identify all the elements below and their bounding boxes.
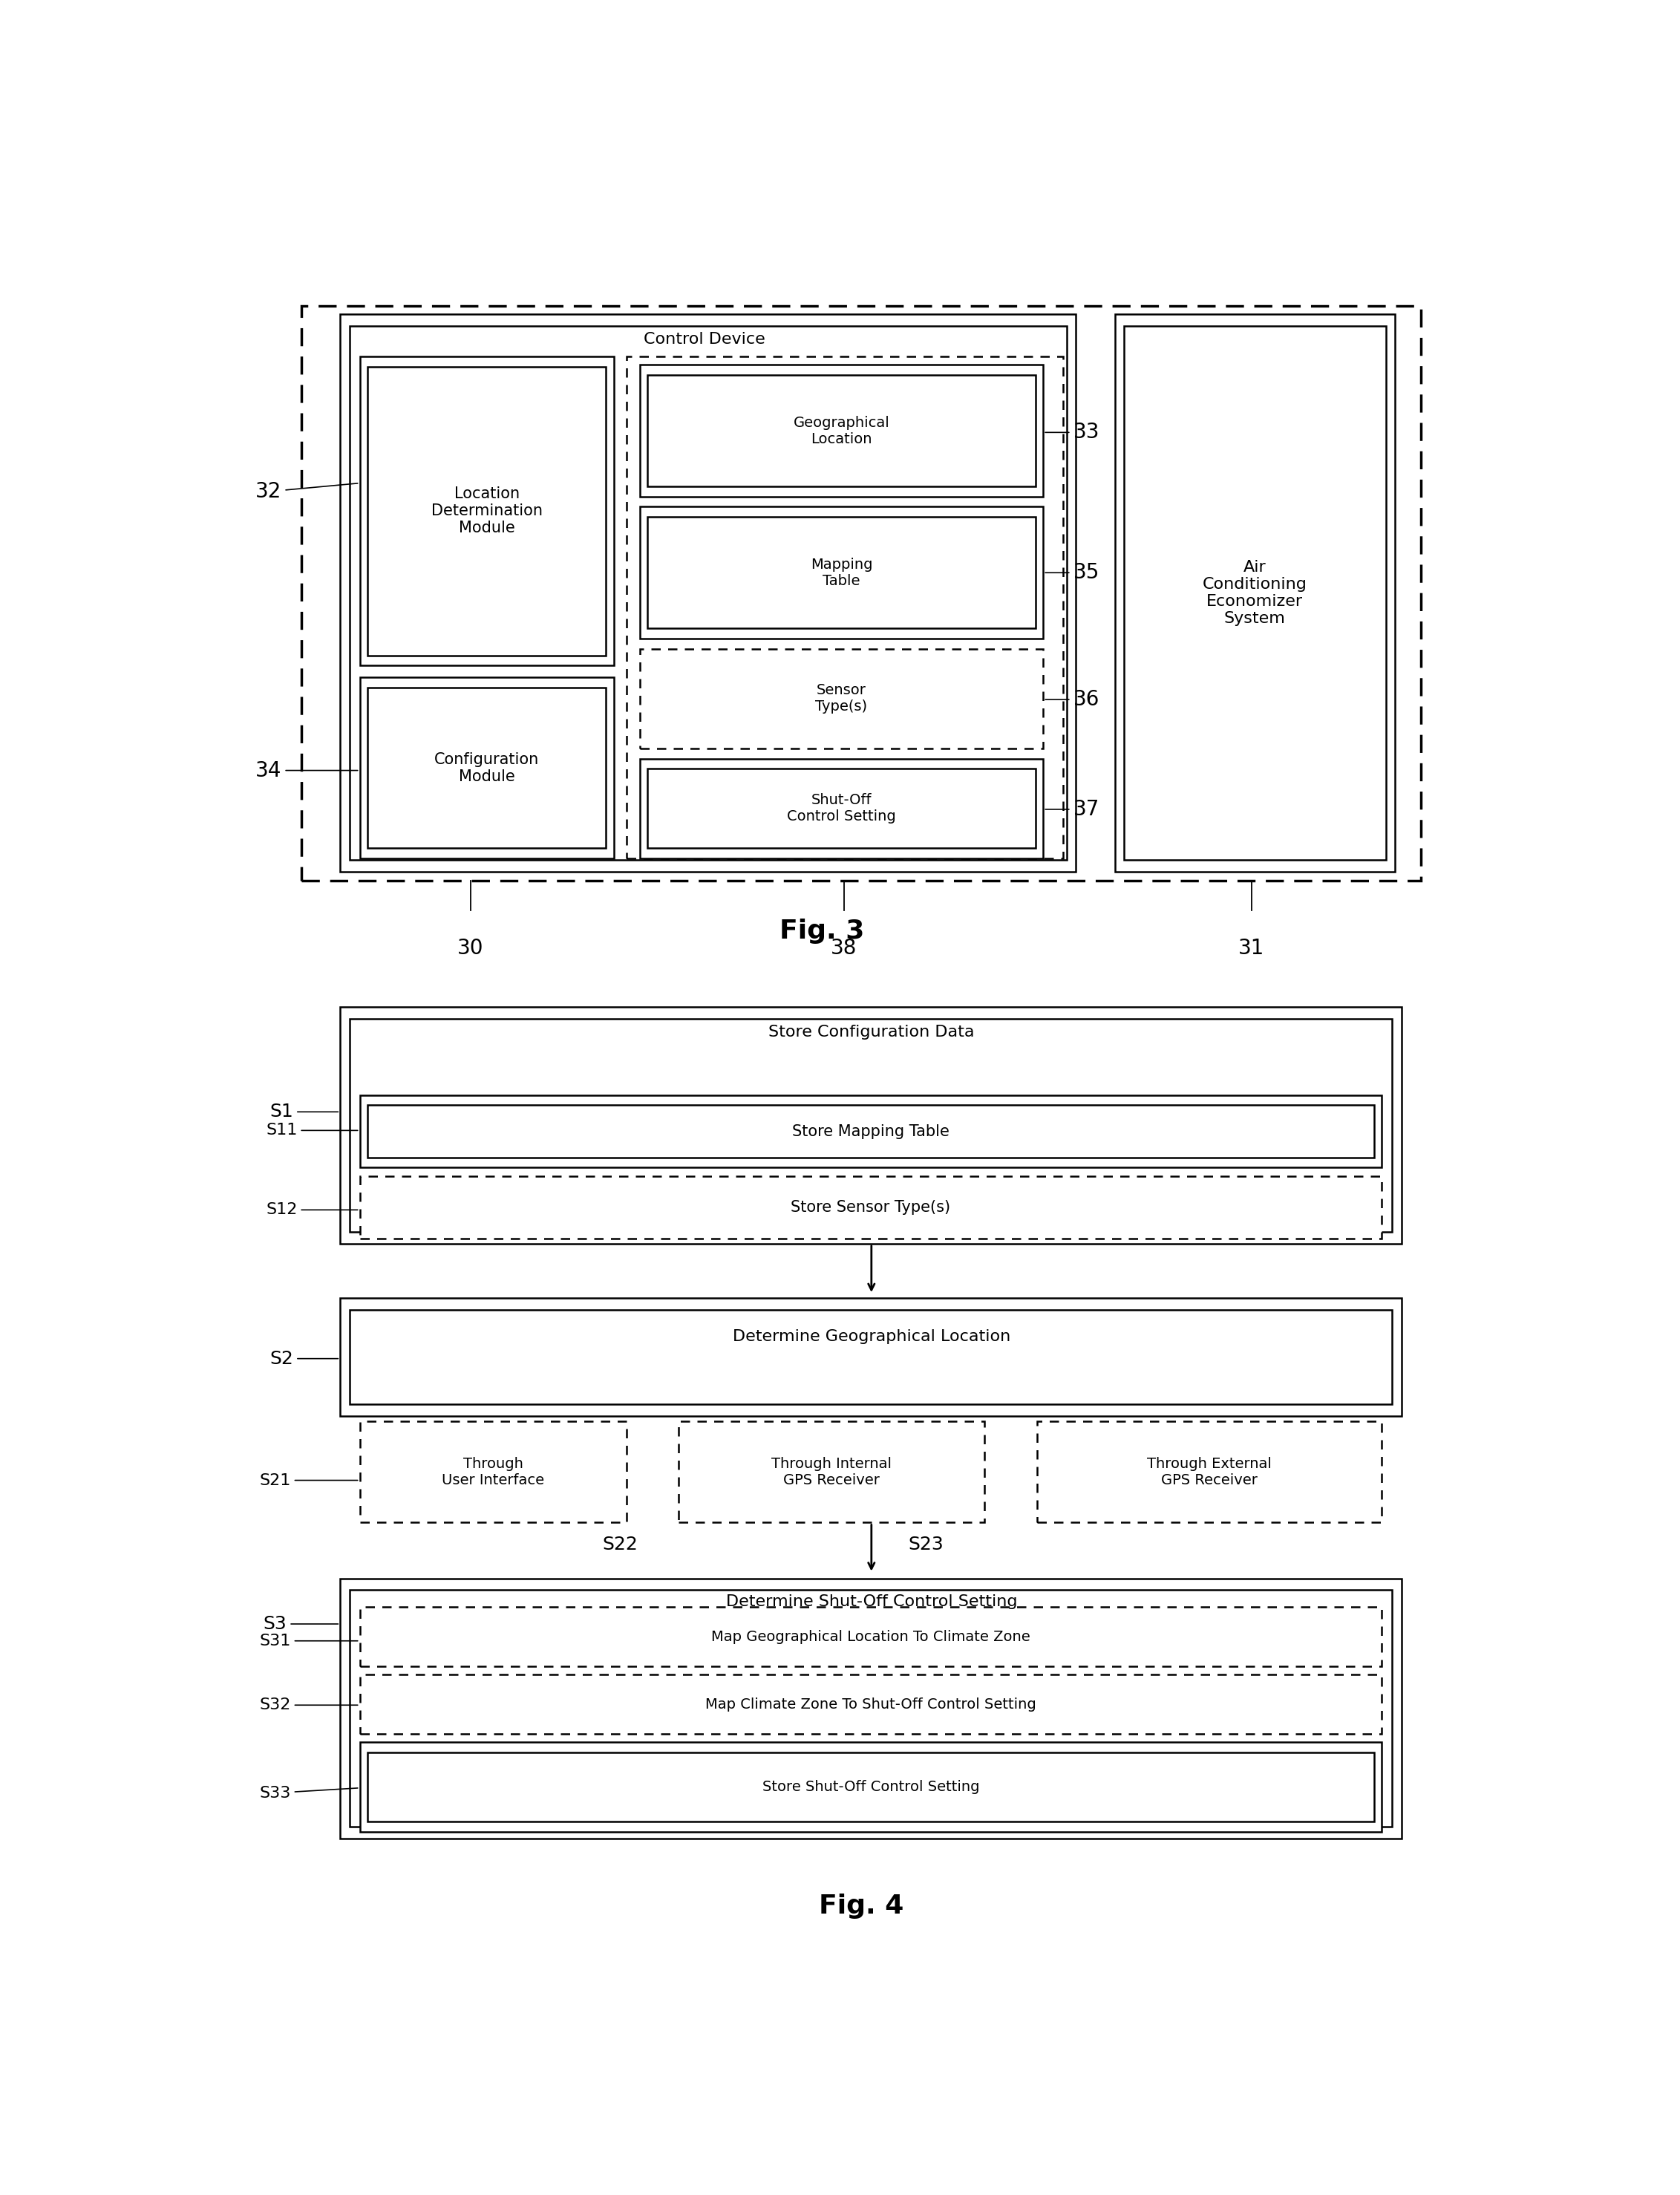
Text: S23: S23: [909, 1536, 944, 1554]
Bar: [349, 1018, 1393, 1231]
Bar: [341, 1297, 1401, 1416]
Bar: [368, 687, 606, 847]
Text: S3: S3: [264, 1616, 338, 1633]
Text: Shut-Off
Control Setting: Shut-Off Control Setting: [786, 792, 895, 823]
Bar: [360, 678, 613, 858]
Text: Fig. 4: Fig. 4: [818, 1894, 904, 1918]
Text: Location
Determination
Module: Location Determination Module: [432, 487, 543, 536]
Bar: [1116, 314, 1394, 871]
Bar: [349, 1589, 1393, 1826]
Text: Fig. 3: Fig. 3: [780, 918, 865, 944]
Text: Through Internal
GPS Receiver: Through Internal GPS Receiver: [771, 1457, 892, 1486]
Bar: [368, 1104, 1374, 1157]
Bar: [341, 314, 1075, 871]
Text: 34: 34: [255, 759, 358, 781]
Bar: [360, 356, 613, 665]
Bar: [1037, 1420, 1383, 1523]
Text: Configuration
Module: Configuration Module: [433, 753, 539, 784]
Bar: [341, 1578, 1401, 1839]
Bar: [349, 1310, 1393, 1405]
Text: S31: S31: [259, 1633, 358, 1648]
Bar: [360, 1177, 1383, 1238]
Text: 35: 35: [1045, 562, 1099, 584]
Text: Air
Conditioning
Economizer
System: Air Conditioning Economizer System: [1203, 560, 1307, 626]
Bar: [360, 1095, 1383, 1168]
Text: Through
User Interface: Through User Interface: [442, 1457, 544, 1486]
Bar: [1124, 325, 1386, 860]
Text: S2: S2: [270, 1350, 338, 1367]
Bar: [647, 768, 1035, 847]
Text: Geographical
Location: Geographical Location: [793, 415, 890, 446]
Text: S1: S1: [270, 1102, 338, 1122]
Bar: [368, 367, 606, 656]
Bar: [627, 356, 1063, 858]
Text: 30: 30: [457, 937, 484, 959]
Text: Determine Shut-Off Control Setting: Determine Shut-Off Control Setting: [726, 1594, 1016, 1609]
Text: Sensor
Type(s): Sensor Type(s): [815, 683, 867, 713]
Text: 36: 36: [1045, 689, 1099, 709]
Text: Mapping
Table: Mapping Table: [810, 558, 872, 588]
Text: S33: S33: [259, 1785, 358, 1800]
Bar: [360, 1607, 1383, 1666]
Bar: [647, 375, 1035, 487]
Bar: [640, 650, 1043, 748]
Bar: [349, 325, 1067, 860]
Text: 37: 37: [1045, 799, 1099, 819]
Text: S21: S21: [259, 1473, 358, 1488]
Text: Store Shut-Off Control Setting: Store Shut-Off Control Setting: [763, 1780, 979, 1793]
Bar: [360, 1675, 1383, 1734]
Bar: [301, 305, 1421, 880]
Bar: [640, 507, 1043, 639]
Bar: [640, 364, 1043, 496]
Text: Store Sensor Type(s): Store Sensor Type(s): [791, 1201, 951, 1214]
Text: S12: S12: [265, 1203, 358, 1218]
Text: Determine Geographical Location: Determine Geographical Location: [732, 1330, 1010, 1343]
Text: S32: S32: [259, 1697, 358, 1712]
Bar: [360, 1743, 1383, 1833]
Bar: [679, 1420, 984, 1523]
Text: 32: 32: [255, 481, 358, 503]
Text: Control Device: Control Device: [643, 331, 766, 347]
Text: 38: 38: [832, 937, 857, 959]
Bar: [647, 516, 1035, 628]
Bar: [341, 1008, 1401, 1245]
Bar: [360, 1420, 627, 1523]
Text: Through External
GPS Receiver: Through External GPS Receiver: [1147, 1457, 1272, 1486]
Text: Store Mapping Table: Store Mapping Table: [791, 1124, 949, 1139]
Text: S11: S11: [265, 1124, 358, 1137]
Bar: [640, 759, 1043, 858]
Bar: [368, 1752, 1374, 1822]
Text: Map Climate Zone To Shut-Off Control Setting: Map Climate Zone To Shut-Off Control Set…: [706, 1697, 1037, 1712]
Text: Store Configuration Data: Store Configuration Data: [768, 1025, 974, 1040]
Text: 31: 31: [1238, 937, 1265, 959]
Text: 33: 33: [1045, 421, 1099, 443]
Text: S22: S22: [603, 1536, 638, 1554]
Text: Map Geographical Location To Climate Zone: Map Geographical Location To Climate Zon…: [711, 1629, 1030, 1644]
